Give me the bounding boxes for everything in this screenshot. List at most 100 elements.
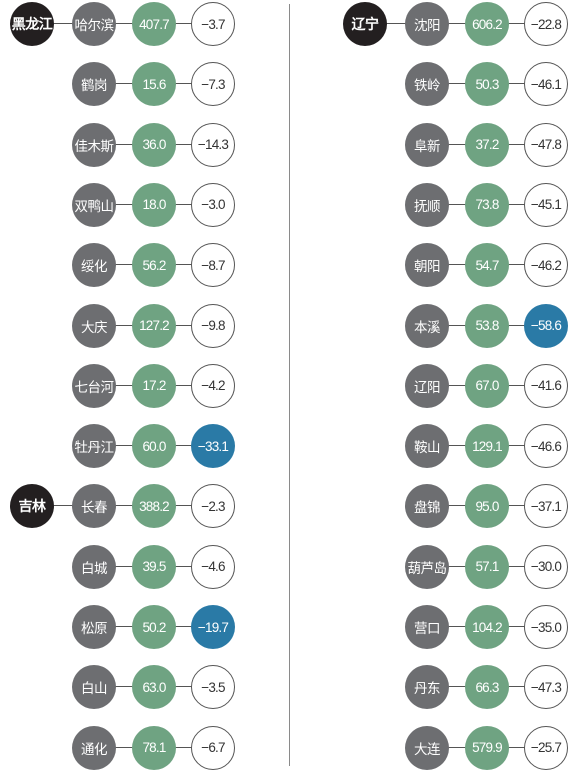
province-label: 吉林 [10,484,54,529]
city-row: 双鸭山 18.0 −3.0 [10,182,235,227]
change-value: −46.2 [524,243,568,288]
province-label: 辽宁 [343,2,387,46]
change-value-highlight: −19.7 [191,605,235,649]
population-value: 579.9 [465,725,509,770]
city-name: 通化 [72,725,116,770]
change-value: −4.6 [191,544,235,589]
change-value: −4.2 [191,363,235,408]
city-row: 葫芦岛 57.1 −30.0 [343,544,568,589]
change-value: −41.6 [524,363,568,408]
change-value: −3.5 [191,665,235,710]
city-name: 鞍山 [405,424,449,469]
change-value-highlight: −33.1 [191,424,235,469]
city-row: 辽阳 67.0 −41.6 [343,363,568,408]
city-row: 七台河 17.2 −4.2 [10,363,235,408]
change-value: −7.3 [191,62,235,107]
city-name: 双鸭山 [72,182,116,227]
city-row: 铁岭 50.3 −46.1 [343,62,568,107]
change-value: −37.1 [524,484,568,529]
city-row: 本溪 53.8 −58.6 [343,303,568,348]
population-value: 53.8 [465,303,509,348]
change-value: −14.3 [191,122,235,167]
population-value: 95.0 [465,484,509,529]
population-value: 78.1 [132,725,176,770]
population-value: 60.0 [132,424,176,469]
change-value: −47.3 [524,665,568,710]
population-value: 39.5 [132,544,176,589]
population-value: 54.7 [465,243,509,288]
change-value: −6.7 [191,725,235,770]
city-row: 绥化 56.2 −8.7 [10,243,235,288]
city-name: 哈尔滨 [72,2,116,46]
connector-line [365,23,546,24]
population-value: 66.3 [465,665,509,710]
city-row: 大连 579.9 −25.7 [343,725,568,770]
population-value: 129.1 [465,424,509,469]
city-name: 本溪 [405,303,449,348]
change-value: −47.8 [524,122,568,167]
city-row: 阜新 37.2 −47.8 [343,122,568,167]
city-row: 辽宁 沈阳 606.2 −22.8 [343,2,568,46]
province-label: 黑龙江 [10,2,54,46]
connector-line [32,505,213,507]
population-value: 18.0 [132,182,176,227]
change-value: −3.0 [191,182,235,227]
city-name: 铁岭 [405,62,449,107]
population-value: 15.6 [132,62,176,107]
city-row: 大庆 127.2 −9.8 [10,303,235,348]
change-value-highlight: −58.6 [524,303,568,348]
city-name: 鹤岗 [72,62,116,107]
population-value: 37.2 [465,122,509,167]
city-name: 营口 [405,605,449,649]
city-name: 盘锦 [405,484,449,529]
city-name: 白山 [72,665,116,710]
city-name: 朝阳 [405,243,449,288]
city-row: 鞍山 129.1 −46.6 [343,424,568,469]
city-row: 朝阳 54.7 −46.2 [343,243,568,288]
city-name: 大连 [405,725,449,770]
city-row: 丹东 66.3 −47.3 [343,665,568,710]
city-row: 鹤岗 15.6 −7.3 [10,62,235,107]
city-name: 佳木斯 [72,122,116,167]
population-value: 57.1 [465,544,509,589]
population-value: 104.2 [465,605,509,649]
population-value: 36.0 [132,122,176,167]
population-value: 606.2 [465,2,509,46]
city-name: 白城 [72,544,116,589]
city-row: 盘锦 95.0 −37.1 [343,484,568,529]
connector-line [32,23,213,24]
population-value: 50.2 [132,605,176,649]
population-value: 63.0 [132,665,176,710]
city-row: 牡丹江 60.0 −33.1 [10,424,235,469]
population-value: 73.8 [465,182,509,227]
change-value: −3.7 [191,2,235,46]
population-value: 17.2 [132,363,176,408]
column-divider [289,4,290,766]
population-value: 56.2 [132,243,176,288]
change-value: −9.8 [191,303,235,348]
city-name: 沈阳 [405,2,449,46]
change-value: −25.7 [524,725,568,770]
population-value: 388.2 [132,484,176,529]
change-value: −46.6 [524,424,568,469]
city-row: 佳木斯 36.0 −14.3 [10,122,235,167]
change-value: −35.0 [524,605,568,649]
city-name: 辽阳 [405,363,449,408]
city-name: 葫芦岛 [405,544,449,589]
city-name: 丹东 [405,665,449,710]
city-row: 营口 104.2 −35.0 [343,605,568,649]
change-value: −8.7 [191,243,235,288]
population-value: 407.7 [132,2,176,46]
city-name: 抚顺 [405,182,449,227]
city-name: 七台河 [72,363,116,408]
population-value: 127.2 [132,303,176,348]
city-name: 长春 [72,484,116,529]
change-value: −2.3 [191,484,235,529]
city-row: 通化 78.1 −6.7 [10,725,235,770]
city-name: 牡丹江 [72,424,116,469]
change-value: −46.1 [524,62,568,107]
city-name: 绥化 [72,243,116,288]
population-value: 67.0 [465,363,509,408]
city-row: 吉林 长春 388.2 −2.3 [10,484,235,529]
population-value: 50.3 [465,62,509,107]
